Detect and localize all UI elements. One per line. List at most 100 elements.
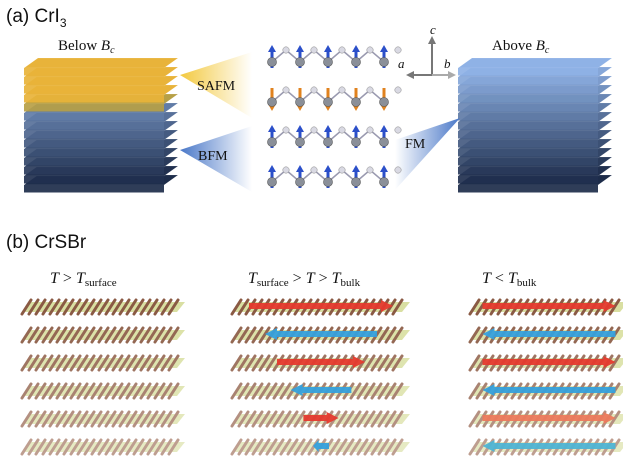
crsbr-chain (230, 382, 243, 400)
crsbr-chain (146, 382, 159, 400)
i-atom (282, 166, 290, 174)
cr-atom (323, 57, 333, 67)
crsbr-chain (258, 438, 271, 456)
condition-3: T < Tbulk (482, 270, 537, 289)
crsbr-chain (104, 326, 117, 344)
cr-atom (267, 97, 277, 107)
crsbr-chain (244, 382, 257, 400)
crsbr-chain (111, 438, 124, 456)
crsbr-chain (167, 298, 180, 316)
saf-spin-lattice (267, 45, 402, 111)
crsbr-chain (244, 354, 257, 372)
crsbr-chain (76, 438, 89, 456)
crsbr-chain (41, 410, 54, 428)
crsbr-chain (377, 326, 390, 344)
crsbr-chain (111, 326, 124, 344)
crsbr-chain (251, 326, 264, 344)
slab-edge (24, 122, 164, 130)
crsbr-chain (139, 438, 152, 456)
magnetization-arrow (290, 384, 352, 396)
crsbr-chain (125, 438, 138, 456)
i-atom (366, 166, 374, 174)
spin-arrowhead (352, 125, 360, 132)
cr-atom (267, 137, 277, 147)
slab-edge (458, 185, 598, 193)
crsbr-chain (230, 354, 243, 372)
slab-edge (458, 167, 598, 175)
crsbr-chain (125, 298, 138, 316)
slab-edge (458, 158, 598, 166)
crsbr-chain (118, 326, 131, 344)
crsbr-chain (251, 438, 264, 456)
crsbr-chain (384, 438, 397, 456)
crsbr-chain (153, 326, 166, 344)
crsbr-chain (335, 438, 348, 456)
crsbr-chain (34, 438, 47, 456)
crsbr-chain (160, 298, 173, 316)
crsbr-chain (69, 354, 82, 372)
i-atom (282, 46, 290, 54)
crsbr-chain (272, 438, 285, 456)
crsbr-chain (230, 326, 243, 344)
crsbr-chain (97, 382, 110, 400)
crsbr-chain (356, 382, 369, 400)
crsbr-chain (153, 410, 166, 428)
i-atom (310, 86, 318, 94)
crsbr-chain (167, 438, 180, 456)
crsbr-chain (356, 438, 369, 456)
crsbr-chain (90, 326, 103, 344)
crsbr-chain (48, 382, 61, 400)
crsbr-chain (468, 382, 481, 400)
slab-edge (24, 104, 164, 112)
crsbr-chain (363, 438, 376, 456)
crsbr-chain (83, 326, 96, 344)
crsbr-chain (97, 298, 110, 316)
crsbr-chain (363, 354, 376, 372)
crsbr-chain (160, 326, 173, 344)
cr-atom (323, 137, 333, 147)
crsbr-chain (608, 354, 621, 372)
crsbr-chain (258, 382, 271, 400)
crsbr-chain (279, 382, 292, 400)
crsbr-chain (104, 410, 117, 428)
crsbr-chain (97, 326, 110, 344)
crsbr-chain (468, 326, 481, 344)
crsbr-chain (377, 354, 390, 372)
crsbr-chain (27, 382, 40, 400)
crsbr-chain (384, 354, 397, 372)
magnetization-arrow (249, 300, 393, 312)
cr-atom (379, 57, 389, 67)
crsbr-chain (48, 438, 61, 456)
crsbr-chain (363, 410, 376, 428)
crsbr-chain (146, 298, 159, 316)
crsbr-chain (69, 298, 82, 316)
crsbr-chain (76, 298, 89, 316)
crsbr-chain (230, 410, 243, 428)
crsbr-chain (83, 438, 96, 456)
crsbr-chain (251, 382, 264, 400)
spin-arrowhead (324, 125, 332, 132)
crsbr-chain (41, 298, 54, 316)
crsbr-chain (132, 410, 145, 428)
bfm-wedge (180, 126, 252, 192)
i-atom (338, 166, 346, 174)
crsbr-chain (118, 354, 131, 372)
crsbr-chain (83, 382, 96, 400)
crsbr-chain (132, 382, 145, 400)
crsbr-chain (125, 354, 138, 372)
crsbr-chain (48, 326, 61, 344)
i-atom (394, 46, 402, 54)
crsbr-chain (27, 326, 40, 344)
crsbr-chain (20, 410, 33, 428)
crsbr-chain (139, 354, 152, 372)
slab-edge (24, 113, 164, 121)
crsbr-chain (55, 354, 68, 372)
axis-c-label: c (430, 22, 436, 37)
crsbr-chain (167, 326, 180, 344)
crsbr-chain (27, 438, 40, 456)
crsbr-chain (384, 410, 397, 428)
slab-edge (24, 167, 164, 175)
crsbr-chain (160, 438, 173, 456)
i-atom (394, 86, 402, 94)
i-atom (338, 86, 346, 94)
